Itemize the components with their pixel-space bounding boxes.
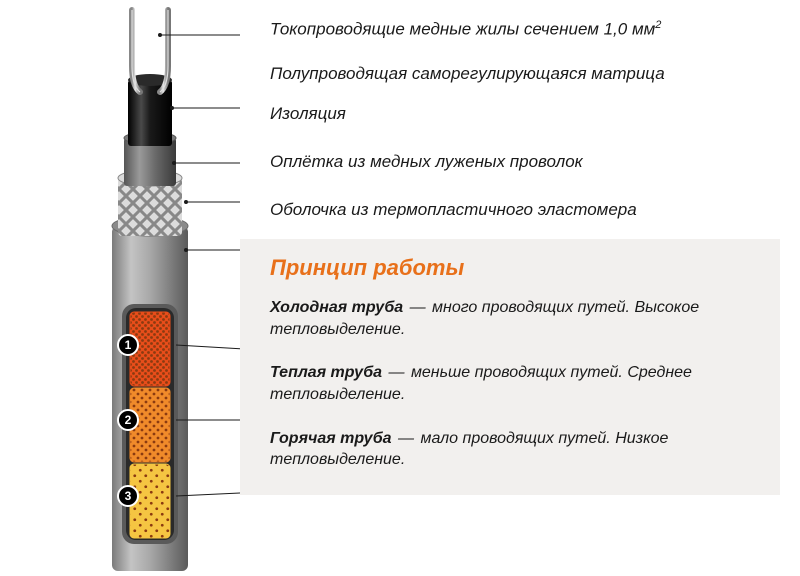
principle-box: Принцип работы Холодная труба — много пр… [240,239,780,495]
svg-text:2: 2 [125,413,132,427]
label-braid: Оплётка из медных луженых проволок [270,151,780,173]
cable-diagram: 1 2 3 [0,0,240,571]
label-conductors: Токопроводящие медные жилы сечением 1,0 … [270,18,780,41]
label-matrix: Полупроводящая саморегулирующаяся матриц… [270,63,780,85]
text-column: Токопроводящие медные жилы сечением 1,0 … [240,0,800,571]
principle-title: Принцип работы [270,255,780,281]
principle-step-2: Теплая труба — меньше проводящих путей. … [270,362,780,405]
svg-text:1: 1 [125,338,132,352]
label-jacket: Оболочка из термопластичного эластомера [270,199,780,221]
svg-text:3: 3 [125,489,132,503]
principle-step-1: Холодная труба — много проводящих путей.… [270,297,780,340]
label-insulation: Изоляция [270,103,780,125]
principle-step-3: Горячая труба — мало проводящих путей. Н… [270,428,780,471]
